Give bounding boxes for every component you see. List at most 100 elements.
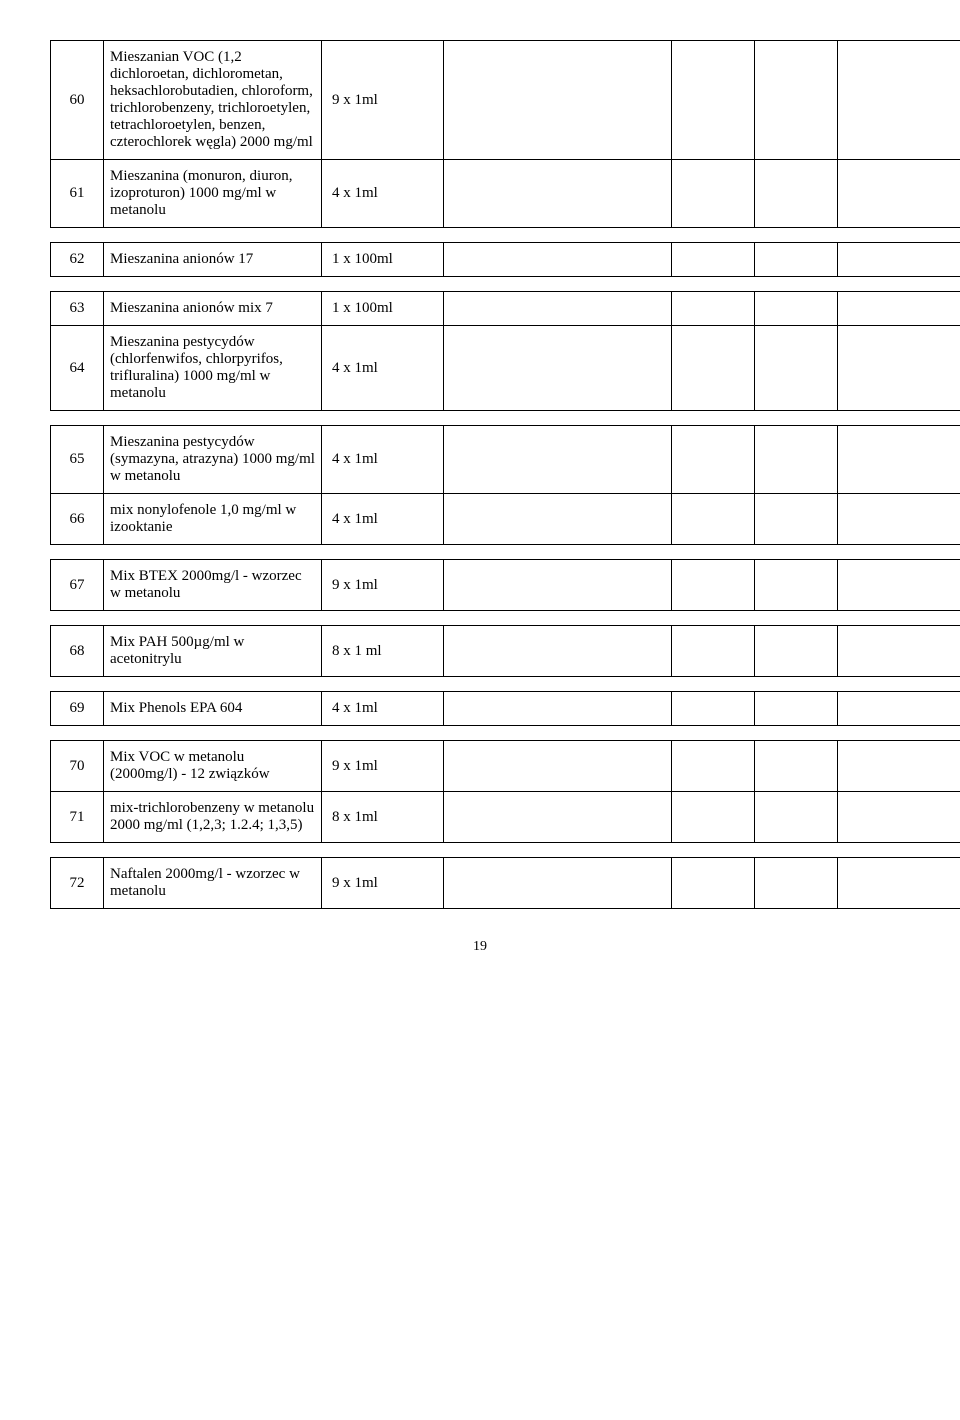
table-row: 66mix nonylofenole 1,0 mg/ml w izooktani… xyxy=(51,494,960,545)
group-spacer xyxy=(50,228,910,242)
empty-cell xyxy=(672,626,755,677)
empty-cell xyxy=(838,160,960,228)
empty-cell xyxy=(444,160,672,228)
data-table: 70Mix VOC w metanolu (2000mg/l) - 12 zwi… xyxy=(50,740,960,843)
empty-cell xyxy=(444,41,672,160)
empty-cell xyxy=(672,326,755,411)
row-number: 60 xyxy=(51,41,104,160)
table-row: 65Mieszanina pestycydów (symazyna, atraz… xyxy=(51,426,960,494)
group-spacer xyxy=(50,411,910,425)
data-table: 69Mix Phenols EPA 6044 x 1ml xyxy=(50,691,960,726)
data-table: 72Naftalen 2000mg/l - wzorzec w metanolu… xyxy=(50,857,960,909)
empty-cell xyxy=(755,41,838,160)
empty-cell xyxy=(755,741,838,792)
group-spacer xyxy=(50,277,910,291)
empty-cell xyxy=(838,494,960,545)
data-table: 68Mix PAH 500µg/ml w acetonitrylu8 x 1 m… xyxy=(50,625,960,677)
empty-cell xyxy=(755,292,838,326)
empty-cell xyxy=(755,243,838,277)
empty-cell xyxy=(838,792,960,843)
empty-cell xyxy=(838,741,960,792)
document-body: 60Mieszanian VOC (1,2 dichloroetan, dich… xyxy=(50,40,910,909)
row-quantity: 9 x 1ml xyxy=(322,741,444,792)
row-quantity: 4 x 1ml xyxy=(322,160,444,228)
row-description: Mieszanina anionów 17 xyxy=(104,243,322,277)
group-spacer xyxy=(50,726,910,740)
row-quantity: 4 x 1ml xyxy=(322,426,444,494)
empty-cell xyxy=(672,858,755,909)
row-quantity: 1 x 100ml xyxy=(322,243,444,277)
empty-cell xyxy=(444,626,672,677)
empty-cell xyxy=(755,792,838,843)
empty-cell xyxy=(838,243,960,277)
empty-cell xyxy=(755,626,838,677)
empty-cell xyxy=(672,494,755,545)
row-number: 65 xyxy=(51,426,104,494)
empty-cell xyxy=(755,426,838,494)
empty-cell xyxy=(672,692,755,726)
empty-cell xyxy=(755,692,838,726)
group-spacer xyxy=(50,843,910,857)
data-table: 60Mieszanian VOC (1,2 dichloroetan, dich… xyxy=(50,40,960,228)
empty-cell xyxy=(838,292,960,326)
empty-cell xyxy=(444,560,672,611)
empty-cell xyxy=(838,560,960,611)
empty-cell xyxy=(672,243,755,277)
empty-cell xyxy=(672,160,755,228)
row-description: Mieszanina anionów mix 7 xyxy=(104,292,322,326)
row-number: 64 xyxy=(51,326,104,411)
row-number: 66 xyxy=(51,494,104,545)
table-row: 63Mieszanina anionów mix 71 x 100ml xyxy=(51,292,960,326)
row-number: 63 xyxy=(51,292,104,326)
table-row: 67Mix BTEX 2000mg/l - wzorzec w metanolu… xyxy=(51,560,960,611)
empty-cell xyxy=(444,792,672,843)
row-number: 71 xyxy=(51,792,104,843)
empty-cell xyxy=(672,41,755,160)
row-number: 68 xyxy=(51,626,104,677)
empty-cell xyxy=(838,426,960,494)
data-table: 62Mieszanina anionów 171 x 100ml xyxy=(50,242,960,277)
empty-cell xyxy=(672,560,755,611)
row-number: 69 xyxy=(51,692,104,726)
row-quantity: 4 x 1ml xyxy=(322,494,444,545)
table-row: 69Mix Phenols EPA 6044 x 1ml xyxy=(51,692,960,726)
row-quantity: 8 x 1 ml xyxy=(322,626,444,677)
row-number: 62 xyxy=(51,243,104,277)
table-row: 72Naftalen 2000mg/l - wzorzec w metanolu… xyxy=(51,858,960,909)
row-description: Mieszanina pestycydów (symazyna, atrazyn… xyxy=(104,426,322,494)
data-table: 67Mix BTEX 2000mg/l - wzorzec w metanolu… xyxy=(50,559,960,611)
row-quantity: 8 x 1ml xyxy=(322,792,444,843)
row-description: Mieszanina (monuron, diuron, izoproturon… xyxy=(104,160,322,228)
row-number: 67 xyxy=(51,560,104,611)
empty-cell xyxy=(444,426,672,494)
empty-cell xyxy=(755,494,838,545)
table-row: 68Mix PAH 500µg/ml w acetonitrylu8 x 1 m… xyxy=(51,626,960,677)
row-quantity: 9 x 1ml xyxy=(322,560,444,611)
data-table: 63Mieszanina anionów mix 71 x 100ml64Mie… xyxy=(50,291,960,411)
row-description: Mix PAH 500µg/ml w acetonitrylu xyxy=(104,626,322,677)
row-quantity: 1 x 100ml xyxy=(322,292,444,326)
data-table: 65Mieszanina pestycydów (symazyna, atraz… xyxy=(50,425,960,545)
empty-cell xyxy=(755,858,838,909)
row-description: Mieszanina pestycydów (chlorfenwifos, ch… xyxy=(104,326,322,411)
row-description: mix nonylofenole 1,0 mg/ml w izooktanie xyxy=(104,494,322,545)
row-description: Mix VOC w metanolu (2000mg/l) - 12 związ… xyxy=(104,741,322,792)
table-row: 71mix-trichlorobenzeny w metanolu 2000 m… xyxy=(51,792,960,843)
empty-cell xyxy=(755,326,838,411)
row-quantity: 4 x 1ml xyxy=(322,692,444,726)
empty-cell xyxy=(444,741,672,792)
empty-cell xyxy=(672,792,755,843)
row-number: 70 xyxy=(51,741,104,792)
empty-cell xyxy=(444,494,672,545)
table-row: 70Mix VOC w metanolu (2000mg/l) - 12 zwi… xyxy=(51,741,960,792)
empty-cell xyxy=(755,560,838,611)
empty-cell xyxy=(444,692,672,726)
group-spacer xyxy=(50,677,910,691)
table-row: 60Mieszanian VOC (1,2 dichloroetan, dich… xyxy=(51,41,960,160)
empty-cell xyxy=(444,292,672,326)
table-row: 64Mieszanina pestycydów (chlorfenwifos, … xyxy=(51,326,960,411)
page-number: 19 xyxy=(50,939,910,955)
empty-cell xyxy=(755,160,838,228)
empty-cell xyxy=(444,243,672,277)
empty-cell xyxy=(444,858,672,909)
